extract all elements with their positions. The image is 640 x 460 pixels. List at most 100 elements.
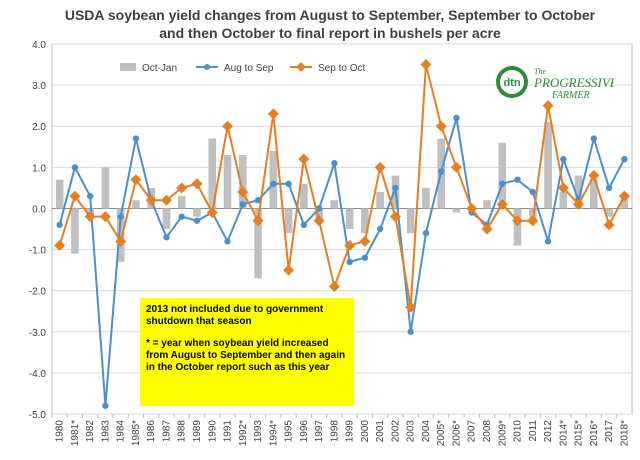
point-aug-to-sep	[300, 221, 308, 229]
bar-oct-jan	[300, 183, 308, 209]
bar-oct-jan	[605, 208, 613, 217]
x-axis: 1980 1981* 1982 1983 1984 1985* 1986 1987 1988 19…	[51, 414, 630, 446]
point-aug-to-sep	[407, 328, 414, 335]
point-sep-to-oct	[328, 281, 340, 293]
chart-title-line-1: USDA soybean yield changes from August t…	[65, 7, 596, 23]
y-tick-label: -4.0	[29, 369, 47, 380]
x-tick-label: 1989	[192, 420, 203, 443]
svg-text:The: The	[534, 67, 546, 76]
point-sep-to-oct	[573, 198, 585, 210]
x-tick-label: 2017	[604, 420, 615, 443]
y-tick-label: -3.0	[29, 328, 47, 339]
point-aug-to-sep	[71, 164, 79, 171]
legend-swatch-oct-jan	[120, 63, 136, 71]
bar-oct-jan	[406, 208, 415, 234]
x-tick-label: 1983	[100, 420, 111, 443]
bar-oct-jan	[559, 192, 568, 209]
bar-oct-jan	[452, 208, 461, 213]
legend-label-oct-jan: Oct-Jan	[142, 63, 177, 74]
x-tick-label: 1990	[207, 420, 218, 443]
point-sep-to-oct	[618, 190, 630, 202]
dtn-progressive-farmer-logo: dtn The PROGRESSIVE FARMER	[494, 62, 618, 102]
y-tick-label: 2.0	[32, 122, 46, 133]
point-aug-to-sep	[544, 238, 552, 245]
legend-marker-aug-to-sep	[204, 64, 210, 70]
x-tick-label: 1986	[146, 420, 157, 443]
point-sep-to-oct	[313, 215, 325, 227]
y-tick-label: -2.0	[29, 287, 47, 298]
point-sep-to-oct	[252, 215, 264, 227]
bar-oct-jan	[71, 208, 79, 254]
x-tick-label: 1995	[284, 420, 295, 443]
x-tick-label: 2008	[482, 420, 493, 443]
x-tick-label: 1996	[299, 420, 310, 443]
point-sep-to-oct	[374, 161, 386, 173]
legend-label-sep-to-oct: Sep to Oct	[318, 63, 365, 74]
point-sep-to-oct	[69, 190, 81, 202]
x-tick-label: 2016*	[589, 420, 600, 446]
point-aug-to-sep	[605, 184, 613, 192]
x-tick-label: 2011	[528, 420, 539, 442]
point-sep-to-oct	[466, 202, 478, 214]
bar-oct-jan	[590, 179, 598, 209]
point-sep-to-oct	[344, 239, 356, 251]
svg-text:FARMER: FARMER	[551, 90, 590, 101]
x-tick-label: 1994*	[268, 420, 279, 446]
point-aug-to-sep	[102, 402, 109, 409]
x-tick-label: 1987	[161, 420, 172, 443]
bar-oct-jan	[284, 208, 293, 234]
bar-oct-jan	[55, 179, 64, 209]
x-tick-label: 1997	[314, 420, 325, 443]
bar-oct-jan	[101, 167, 110, 209]
bar-oct-jan	[132, 200, 140, 209]
x-tick-label: 2000	[360, 420, 371, 443]
chart-title-line-2: and then October to final report in bush…	[159, 25, 501, 41]
point-aug-to-sep	[239, 201, 246, 208]
point-sep-to-oct	[130, 174, 142, 186]
point-aug-to-sep	[331, 160, 338, 167]
legend-marker-sep-to-oct	[296, 62, 306, 72]
bar-oct-jan	[269, 150, 278, 209]
point-sep-to-oct	[359, 235, 371, 247]
line-series	[54, 59, 630, 409]
point-aug-to-sep	[529, 188, 536, 196]
point-sep-to-oct	[145, 194, 157, 206]
bar-oct-jan	[483, 200, 491, 209]
point-sep-to-oct	[84, 211, 96, 223]
x-tick-label: 2006*	[451, 420, 462, 446]
x-tick-label: 1981*	[70, 420, 81, 446]
point-aug-to-sep	[361, 254, 369, 261]
bar-oct-jan	[361, 208, 369, 234]
point-sep-to-oct	[99, 211, 111, 223]
point-aug-to-sep	[254, 197, 262, 204]
bar-oct-jan	[620, 196, 629, 209]
point-sep-to-oct	[267, 108, 279, 120]
x-tick-label: 1999	[345, 420, 356, 443]
bar-oct-jan	[513, 208, 522, 246]
point-sep-to-oct	[222, 120, 234, 132]
point-sep-to-oct	[237, 186, 249, 198]
bar-oct-jan	[162, 208, 171, 229]
point-aug-to-sep	[376, 225, 384, 233]
bar-oct-jan	[208, 138, 217, 209]
x-tick-label: 2014*	[558, 420, 569, 446]
point-sep-to-oct	[450, 161, 462, 173]
point-aug-to-sep	[285, 180, 292, 187]
legend-label-aug-to-sep: Aug to Sep	[224, 63, 274, 74]
bar-oct-jan	[116, 208, 125, 262]
annotation-note: 2013 not included due to government shut…	[140, 298, 354, 406]
point-sep-to-oct	[557, 182, 569, 194]
point-aug-to-sep	[590, 135, 598, 142]
point-aug-to-sep	[163, 234, 170, 241]
point-aug-to-sep	[193, 217, 201, 224]
point-aug-to-sep	[560, 155, 567, 163]
x-tick-label: 1992*	[238, 420, 249, 446]
point-aug-to-sep	[224, 238, 231, 245]
x-tick-label: 1985*	[131, 420, 142, 446]
point-aug-to-sep	[422, 229, 430, 237]
x-tick-label: 2001	[375, 420, 386, 443]
bar-oct-jan	[238, 155, 247, 209]
bar-oct-jan	[498, 142, 507, 209]
point-sep-to-oct	[176, 182, 188, 194]
